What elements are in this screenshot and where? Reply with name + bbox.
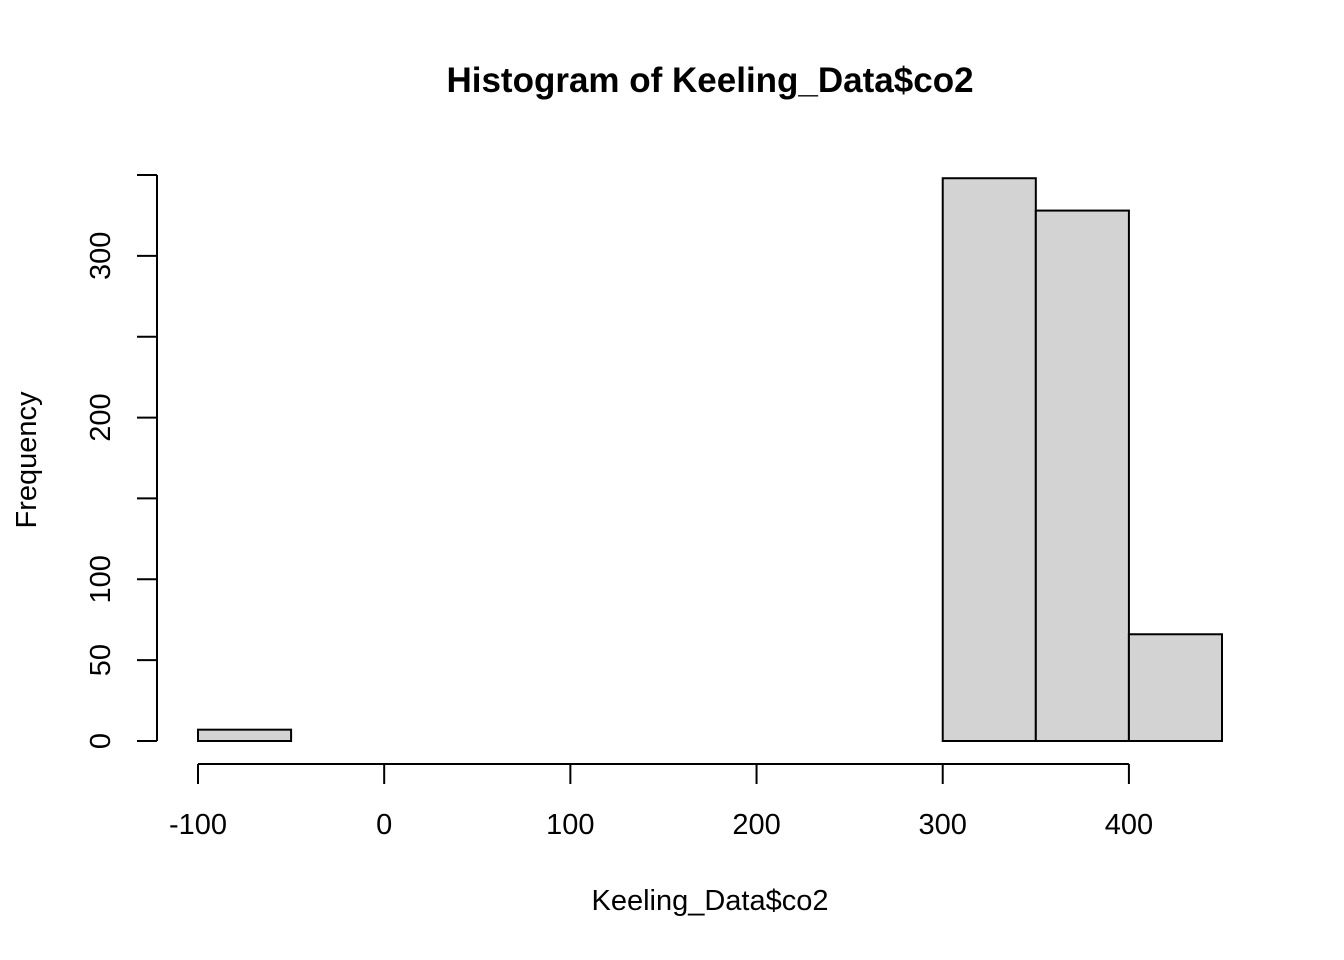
y-axis: 0 50 100 200 300 bbox=[85, 174, 158, 749]
x-tick-label: -100 bbox=[169, 809, 227, 841]
y-tick-label: 300 bbox=[85, 232, 117, 280]
x-axis-label: Keeling_Data$co2 bbox=[591, 885, 828, 917]
x-tick-label: 200 bbox=[732, 809, 780, 841]
x-tick-label: 400 bbox=[1105, 809, 1153, 841]
y-tick-label: 0 bbox=[85, 733, 117, 749]
x-tick-label: 100 bbox=[546, 809, 594, 841]
x-axis: -100 0 100 200 300 400 bbox=[169, 763, 1153, 841]
y-axis-label: Frequency bbox=[11, 391, 43, 529]
histogram-bar bbox=[941, 177, 1037, 742]
histogram-bar bbox=[1127, 633, 1223, 742]
y-tick-label: 50 bbox=[85, 644, 117, 676]
chart-title: Histogram of Keeling_Data$co2 bbox=[446, 61, 973, 100]
x-tick-label: 300 bbox=[919, 809, 967, 841]
x-tick-label: 0 bbox=[376, 809, 392, 841]
y-tick-label: 200 bbox=[85, 393, 117, 441]
histogram-bar bbox=[197, 728, 293, 742]
histogram-bars bbox=[197, 177, 1223, 742]
y-tick-label: 100 bbox=[85, 555, 117, 603]
histogram-bar bbox=[1034, 209, 1130, 742]
